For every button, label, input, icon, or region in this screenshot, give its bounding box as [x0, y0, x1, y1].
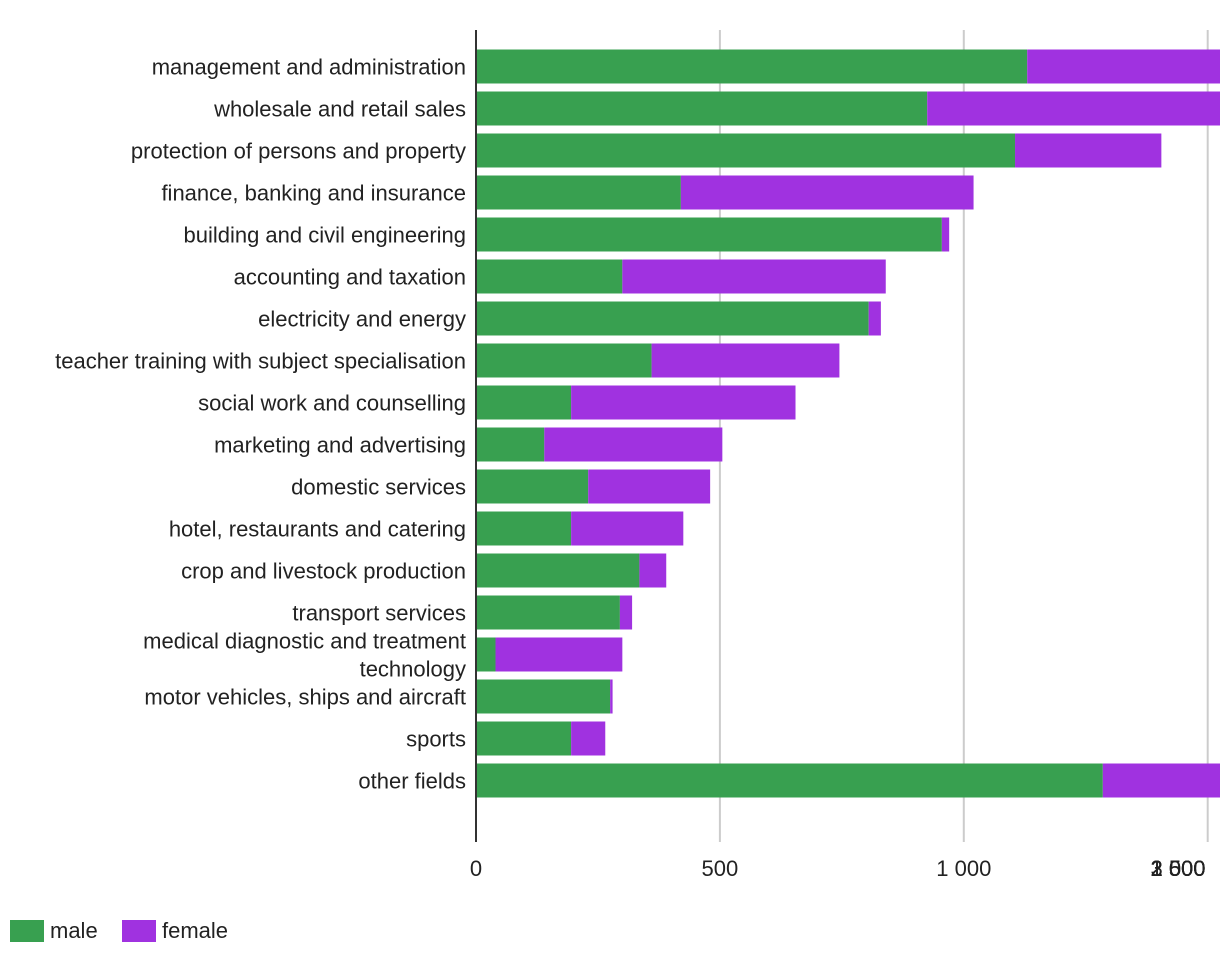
- bar-female: [1015, 133, 1162, 168]
- bar-male: [476, 721, 572, 756]
- legend-swatch-male: [10, 920, 44, 942]
- bar-male: [476, 133, 1016, 168]
- bar-female: [639, 553, 667, 588]
- bar-female: [544, 427, 723, 462]
- category-label: building and civil engineering: [183, 223, 466, 248]
- bar-male: [476, 427, 545, 462]
- bar-male: [476, 259, 623, 294]
- x-tick-label: 1 000: [936, 856, 991, 881]
- legend-swatch-female: [122, 920, 156, 942]
- x-tick-label: 2 000: [1150, 856, 1205, 881]
- category-label: teacher training with subject specialisa…: [55, 349, 466, 374]
- category-label: protection of persons and property: [131, 139, 466, 164]
- x-tick-label: 0: [470, 856, 482, 881]
- bar-male: [476, 511, 572, 546]
- category-label: electricity and energy: [258, 307, 466, 332]
- legend: male female: [10, 918, 228, 943]
- bar-male: [476, 175, 681, 210]
- bar-female: [495, 637, 623, 672]
- bar-male: [476, 385, 572, 420]
- bar-male: [476, 49, 1028, 84]
- category-label: accounting and taxation: [234, 265, 466, 290]
- category-label: crop and livestock production: [181, 559, 466, 584]
- x-tick-label: 500: [702, 856, 739, 881]
- bar-female: [651, 343, 840, 378]
- category-label: technology: [360, 657, 466, 682]
- category-labels: management and administration wholesale a…: [55, 55, 466, 794]
- category-label: medical diagnostic and treatment: [143, 629, 466, 654]
- bar-female: [941, 217, 950, 252]
- x-tick-label: 3 000: [1150, 856, 1205, 881]
- bar-male: [476, 469, 589, 504]
- bar-female: [868, 301, 881, 336]
- bar-male: [476, 595, 620, 630]
- bar-male: [476, 301, 869, 336]
- bar-female: [1102, 763, 1220, 798]
- bar-female: [610, 679, 613, 714]
- bar-male: [476, 217, 942, 252]
- bars: [476, 49, 1220, 798]
- category-label: management and administration: [152, 55, 466, 80]
- category-label: other fields: [358, 769, 466, 794]
- bar-female: [571, 511, 684, 546]
- bar-male: [476, 763, 1103, 798]
- category-label: transport services: [292, 601, 466, 626]
- category-label: motor vehicles, ships and aircraft: [144, 685, 466, 710]
- bar-female: [571, 385, 796, 420]
- category-label: marketing and advertising: [214, 433, 466, 458]
- bar-male: [476, 637, 496, 672]
- category-label: social work and counselling: [198, 391, 466, 416]
- category-label: hotel, restaurants and catering: [169, 517, 466, 542]
- bar-female: [619, 595, 633, 630]
- x-tick-label: 2 500: [1150, 856, 1205, 881]
- bar-female: [927, 91, 1220, 126]
- x-tick-label: 1 500: [1150, 856, 1205, 881]
- bar-female: [622, 259, 886, 294]
- category-label: sports: [406, 727, 466, 752]
- category-label: finance, banking and insurance: [161, 181, 466, 206]
- category-label: wholesale and retail sales: [213, 97, 466, 122]
- bar-female: [588, 469, 711, 504]
- bar-male: [476, 91, 928, 126]
- category-label: domestic services: [291, 475, 466, 500]
- bar-female: [680, 175, 974, 210]
- bar-male: [476, 679, 611, 714]
- legend-label-female: female: [162, 918, 228, 943]
- bar-male: [476, 553, 640, 588]
- bar-female: [1027, 49, 1220, 84]
- bar-male: [476, 343, 652, 378]
- bar-female: [571, 721, 606, 756]
- legend-label-male: male: [50, 918, 98, 943]
